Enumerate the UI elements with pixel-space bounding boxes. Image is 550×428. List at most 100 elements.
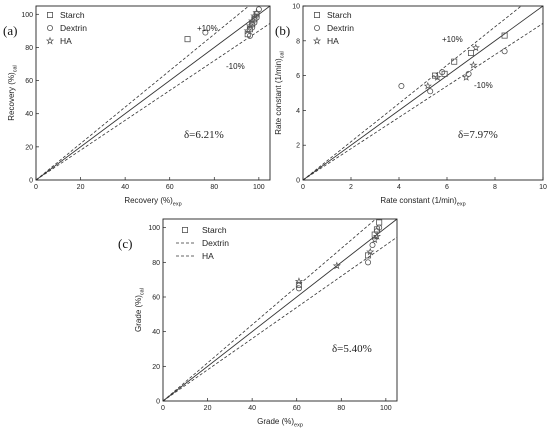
data-point-dextrin xyxy=(369,241,376,248)
y-tick-label: 20 xyxy=(25,144,33,151)
panel-label: (c) xyxy=(118,236,132,251)
x-tick-label: 6 xyxy=(445,184,449,191)
data-point-dextrin xyxy=(365,259,372,266)
upper-bound-line xyxy=(163,219,377,401)
data-point-ha xyxy=(252,8,261,17)
upper-bound-label: +10% xyxy=(197,24,218,33)
deviation-label: δ=5.40% xyxy=(332,343,372,355)
data-point-ha xyxy=(462,73,471,81)
reference-lines xyxy=(303,6,543,180)
y-axis-label: Grade (%)cal xyxy=(134,288,146,332)
x-tick-label: 60 xyxy=(166,184,174,191)
panel-c: 0 20 40 60 80 100 0 20 40 60 80 100 Grade (%)exp Grad… xyxy=(118,218,398,428)
panel-label: (b) xyxy=(275,23,290,38)
x-tick-label: 20 xyxy=(77,184,85,191)
data-point-dextrin xyxy=(376,224,383,231)
y-tick-label: 4 xyxy=(296,108,300,115)
plot-frame xyxy=(35,5,271,181)
legend-label: Starch xyxy=(327,10,352,20)
x-tick-label: 60 xyxy=(293,405,301,412)
y-tick-label: 80 xyxy=(25,45,33,52)
y-tick-label: 40 xyxy=(152,329,160,336)
data-point-ha xyxy=(332,261,341,270)
x-tick-label: 0 xyxy=(161,405,165,412)
data-point-ha xyxy=(294,277,304,285)
legend-label: Dextrin xyxy=(327,23,354,33)
legend-label: Dextrin xyxy=(60,23,87,33)
data-point-dextrin xyxy=(427,88,434,95)
x-tick-label: 8 xyxy=(493,184,497,191)
legend-marker xyxy=(313,24,320,31)
legend-marker xyxy=(313,11,320,18)
legend-label: Starch xyxy=(202,225,227,235)
x-tick-label: 80 xyxy=(210,184,218,191)
data-point-ha xyxy=(245,21,255,30)
legend: Starch Dextrin HA xyxy=(312,10,354,46)
reference-lines xyxy=(36,6,270,180)
data-point-starch xyxy=(365,252,372,259)
data-point-ha xyxy=(433,73,442,81)
plot-frame xyxy=(302,5,544,181)
data-point-ha xyxy=(370,235,379,244)
data-point-dextrin xyxy=(439,69,446,76)
x-tick-label: 100 xyxy=(253,184,265,191)
y-tick-label: 2 xyxy=(296,143,300,150)
y-tick-label: 0 xyxy=(29,178,33,185)
y-tick-label: 100 xyxy=(21,12,33,19)
lower-bound-line xyxy=(36,23,270,180)
x-tick-label: 0 xyxy=(34,184,38,191)
legend-marker xyxy=(312,36,322,45)
x-tick-label: 10 xyxy=(539,184,547,191)
data-points xyxy=(398,32,508,95)
data-points xyxy=(294,219,383,292)
data-point-ha xyxy=(372,232,382,240)
x-tick-label: 40 xyxy=(121,184,129,191)
legend-label: Starch xyxy=(60,10,85,20)
x-tick-label: 80 xyxy=(337,405,345,412)
data-point-ha xyxy=(243,26,252,35)
legend-label: Dextrin xyxy=(202,238,229,248)
legend-marker xyxy=(47,24,54,31)
data-point-starch xyxy=(376,219,383,226)
panel-a: 0 20 40 60 80 100 0 20 40 60 80 100 Recovery (%)exp R… xyxy=(3,5,271,208)
data-point-ha xyxy=(248,16,257,25)
y-tick-label: 60 xyxy=(25,78,33,85)
x-axis-label: Recovery (%)exp xyxy=(124,196,181,208)
data-point-dextrin xyxy=(295,285,302,292)
legend-marker xyxy=(47,11,54,18)
legend-marker xyxy=(181,226,188,233)
lower-bound-line xyxy=(163,236,397,401)
data-point-starch xyxy=(184,36,191,43)
identity-line xyxy=(36,6,270,180)
data-point-ha xyxy=(469,60,478,69)
panel-b: 0 2 4 6 8 10 0 2 4 6 8 10 Rate constant (1/min)exp Ra… xyxy=(274,4,547,208)
legend-marker xyxy=(45,36,55,45)
data-point-dextrin xyxy=(501,48,508,55)
y-axis-label: Rate constant (1/min)cal xyxy=(274,51,286,135)
data-points xyxy=(184,6,262,43)
y-tick-label: 0 xyxy=(156,399,160,406)
x-tick-label: 2 xyxy=(349,184,353,191)
x-axis-label: Rate constant (1/min)exp xyxy=(380,196,465,208)
identity-line xyxy=(303,6,543,180)
y-tick-label: 8 xyxy=(296,38,300,45)
lower-bound-label: -10% xyxy=(474,81,493,90)
data-point-dextrin xyxy=(202,29,209,36)
y-axis-label: Recovery (%)cal xyxy=(7,65,19,120)
legend: Starch Dextrin HA xyxy=(45,10,87,46)
identity-line xyxy=(163,219,397,401)
x-tick-label: 0 xyxy=(301,184,305,191)
legend: Starch Dextrin HA xyxy=(176,225,229,261)
y-tick-label: 60 xyxy=(152,295,160,302)
x-tick-label: 4 xyxy=(397,184,401,191)
y-tick-label: 80 xyxy=(152,260,160,267)
y-tick-label: 0 xyxy=(296,178,300,185)
deviation-label: δ=7.97% xyxy=(458,129,498,141)
upper-bound-line xyxy=(303,6,522,180)
data-point-dextrin xyxy=(398,83,405,90)
panel-label: (a) xyxy=(3,23,17,38)
data-point-ha xyxy=(250,11,259,20)
lower-bound-label: -10% xyxy=(226,62,245,71)
plot-frame xyxy=(162,218,398,402)
